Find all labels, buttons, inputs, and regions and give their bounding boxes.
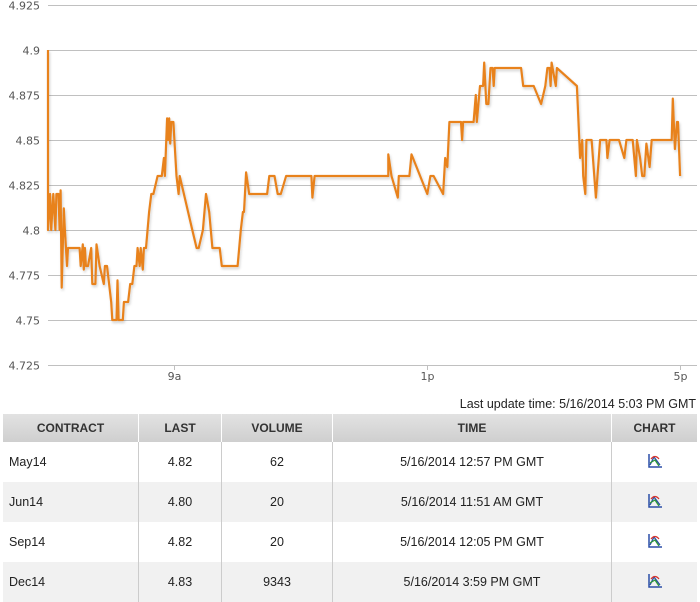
chart-icon[interactable] <box>647 493 663 512</box>
header-volume[interactable]: VOLUME <box>221 414 333 442</box>
table-row: May14 4.82 62 5/16/2014 12:57 PM GMT <box>3 442 697 482</box>
price-chart: 4.9254.94.8754.854.8254.84.7754.754.725 … <box>9 0 697 383</box>
contracts-table: CONTRACT LAST VOLUME TIME CHART May14 4.8… <box>3 414 697 602</box>
cell-time: 5/16/2014 3:59 PM GMT <box>332 562 612 602</box>
table-row: Jun14 4.80 20 5/16/2014 11:51 AM GMT <box>3 482 697 522</box>
cell-contract: May14 <box>9 455 47 469</box>
series-layer <box>46 50 682 322</box>
cell-contract: Jun14 <box>3 482 139 522</box>
y-tick-label: 4.75 <box>16 315 41 328</box>
chart-icon[interactable] <box>647 453 663 472</box>
last-update-time: Last update time: 5/16/2014 5:03 PM GMT <box>459 397 696 411</box>
y-axis-labels: 4.925 4.9 4.875 4.85 4.825 4.8 4.775 4.75 4.725 <box>9 0 41 373</box>
y-tick-label: 4.925 <box>9 0 41 13</box>
x-tick-label: 5p <box>674 370 688 383</box>
cell-last: 4.82 <box>138 522 222 562</box>
y-tick-label: 4.825 <box>9 180 41 193</box>
header-time[interactable]: TIME <box>332 414 612 442</box>
cell-last: 4.82 <box>138 442 222 482</box>
price-series-line <box>46 50 682 322</box>
cell-chart <box>611 522 697 562</box>
x-axis-labels: 9a 1p 5p <box>168 365 688 383</box>
grid-lines <box>48 5 697 366</box>
cell-contract: Dec14 <box>3 562 139 602</box>
y-tick-label: 4.85 <box>16 135 41 148</box>
cell-time: 5/16/2014 12:05 PM GMT <box>332 522 612 562</box>
cell-volume: 20 <box>221 522 333 562</box>
cell-last: 4.83 <box>138 562 222 602</box>
cell-time: 5/16/2014 12:57 PM GMT <box>332 442 612 482</box>
x-tick-label: 1p <box>421 370 435 383</box>
chart-icon[interactable] <box>647 533 663 552</box>
y-tick-label: 4.9 <box>23 45 41 58</box>
y-tick-label: 4.875 <box>9 90 41 103</box>
cell-chart <box>611 562 697 602</box>
header-contract[interactable]: CONTRACT <box>3 414 139 442</box>
cell-chart <box>611 482 697 522</box>
y-tick-label: 4.8 <box>23 225 41 238</box>
cell-chart <box>611 442 697 482</box>
cell-volume: 9343 <box>221 562 333 602</box>
cell-volume: 20 <box>221 482 333 522</box>
header-chart: CHART <box>611 414 697 442</box>
chart-icon[interactable] <box>647 573 663 592</box>
cell-volume: 62 <box>221 442 333 482</box>
cell-time: 5/16/2014 11:51 AM GMT <box>332 482 612 522</box>
table-row: Dec14 4.83 9343 5/16/2014 3:59 PM GMT <box>3 562 697 602</box>
y-tick-label: 4.775 <box>9 270 41 283</box>
cell-last: 4.80 <box>138 482 222 522</box>
table-header-row: CONTRACT LAST VOLUME TIME CHART <box>3 414 697 442</box>
y-tick-label: 4.725 <box>9 360 41 373</box>
table-row: Sep14 4.82 20 5/16/2014 12:05 PM GMT <box>3 522 697 562</box>
header-last[interactable]: LAST <box>138 414 222 442</box>
cell-contract: Sep14 <box>9 535 46 549</box>
x-tick-label: 9a <box>168 370 182 383</box>
